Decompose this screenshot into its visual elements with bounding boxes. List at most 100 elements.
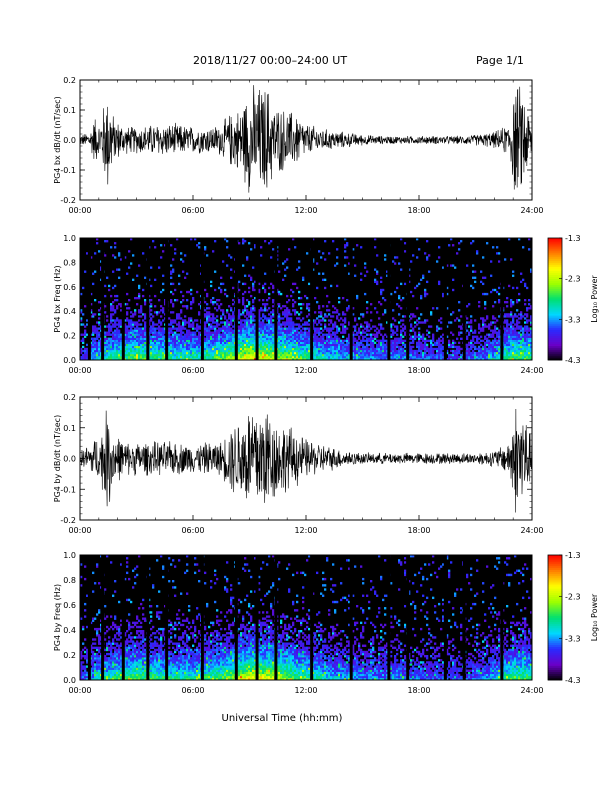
spectrogram-cell: [114, 256, 117, 259]
spectrogram-cell: [286, 258, 289, 261]
spectrogram-cell: [214, 240, 217, 243]
spectrogram-cell: [522, 335, 525, 338]
spectrogram-cell: [138, 296, 141, 300]
spectrogram-cell: [494, 329, 497, 332]
spectrogram-cell: [468, 347, 471, 351]
spectrogram-cell: [254, 337, 257, 340]
spectrogram-cell: [318, 319, 321, 322]
spectrogram-cell: [490, 357, 493, 361]
spectrogram-cell: [206, 321, 209, 324]
spectrogram-cell: [300, 331, 303, 334]
spectrogram-cell: [170, 311, 173, 314]
spectrogram-cell: [490, 329, 493, 332]
spectrogram-cell: [126, 355, 129, 359]
spectrogram-cell: [294, 301, 297, 304]
spectrogram-cell: [314, 311, 317, 314]
spectrogram-cell: [448, 357, 451, 361]
spectrogram-cell: [132, 313, 135, 316]
spectrogram-cell: [506, 325, 509, 328]
spectrogram-cell: [394, 256, 397, 259]
spectrogram-cell: [178, 327, 181, 330]
spectrogram-cell: [280, 341, 283, 345]
spectrogram-cell: [228, 254, 231, 257]
spectrogram-cell: [478, 301, 481, 304]
spectrogram-cell: [438, 280, 441, 284]
spectrogram-cell: [246, 357, 249, 361]
spectrogram-cell: [392, 353, 395, 357]
spectrogram-cell: [212, 315, 215, 318]
spectrogram-cell: [142, 335, 145, 338]
spectrogram-cell: [432, 339, 435, 342]
spectrogram-cell: [384, 353, 387, 357]
spectrogram-cell: [404, 327, 407, 330]
spectrogram-cell: [208, 327, 211, 330]
spectrogram-cell: [214, 341, 217, 345]
spectrogram-cell: [170, 349, 173, 353]
spectrogram-cell: [514, 337, 517, 340]
spectrogram-cell: [98, 355, 101, 359]
spectrogram-cell: [296, 345, 299, 349]
spectrogram-cell: [170, 355, 173, 359]
spectrogram-cell: [120, 258, 123, 261]
spectrogram-cell: [152, 357, 155, 361]
spectrogram-cell: [286, 313, 289, 316]
spectrogram-cell: [378, 301, 381, 304]
spectrogram-cell: [114, 242, 117, 245]
spectrogram-cell: [174, 252, 177, 255]
spectrogram-cell: [366, 337, 369, 340]
spectrogram-cell: [520, 347, 523, 351]
spectrogram-cell: [108, 284, 111, 288]
spectrogram-cell: [360, 347, 363, 351]
spectrogram-cell: [518, 292, 521, 296]
spectrogram-cell: [210, 345, 213, 349]
spectrogram-cell: [306, 307, 309, 310]
spectrogram-cell: [284, 327, 287, 330]
spectrogram-cell: [138, 347, 141, 351]
spectrogram-cell: [344, 321, 347, 324]
spectrogram-cell: [170, 327, 173, 330]
spectrogram-cell: [346, 307, 349, 310]
spectrogram-cell: [300, 329, 303, 332]
spectrogram-cell: [518, 299, 521, 302]
x-tick-label: 18:00: [407, 366, 430, 375]
spectrogram-cell: [358, 355, 361, 359]
spectrogram-cell: [90, 311, 93, 314]
spectrogram-cell: [288, 353, 291, 357]
spectrogram-cell: [390, 339, 393, 342]
spectrogram-cell: [484, 341, 487, 345]
spectrogram-cell: [490, 347, 493, 351]
spectrogram-cell: [252, 305, 255, 308]
spectrogram-cell: [516, 343, 519, 347]
spectrogram-cell: [414, 337, 417, 340]
spectrogram-cell: [162, 309, 165, 312]
spectrogram-cell: [418, 331, 421, 334]
spectrogram-cell: [96, 321, 99, 324]
spectrogram-cell: [270, 337, 273, 340]
spectrogram-cell: [272, 349, 275, 353]
spectrogram-cell: [340, 353, 343, 357]
spectrogram-cell: [252, 266, 255, 269]
spectrogram-cell: [262, 333, 265, 336]
spectrogram-cell: [398, 345, 401, 349]
spectrogram-cell: [308, 351, 311, 355]
spectrogram-cell: [242, 327, 245, 330]
spectrogram-cell: [248, 331, 251, 334]
spectrogram-cell: [162, 337, 165, 340]
spectrogram-cell: [180, 349, 183, 353]
spectrogram-cell: [270, 282, 273, 286]
colorbar-tick-label: -4.3: [565, 356, 581, 365]
spectrogram-cell: [172, 347, 175, 351]
spectrogram-cell: [354, 274, 357, 277]
spectrogram-cell: [396, 351, 399, 355]
spectrogram-cell: [254, 351, 257, 355]
spectrogram-cell: [484, 323, 487, 326]
spectrogram-cell: [222, 337, 225, 340]
spectrogram-cell: [108, 331, 111, 334]
spectrogram-cell: [334, 339, 337, 342]
spectrogram-cell: [270, 335, 273, 338]
spectrogram-cell: [520, 357, 523, 361]
spectrogram-cell: [294, 329, 297, 332]
spectrogram-cell: [428, 351, 431, 355]
spectrogram-cell: [332, 315, 335, 318]
spectrogram-cell: [116, 317, 119, 320]
